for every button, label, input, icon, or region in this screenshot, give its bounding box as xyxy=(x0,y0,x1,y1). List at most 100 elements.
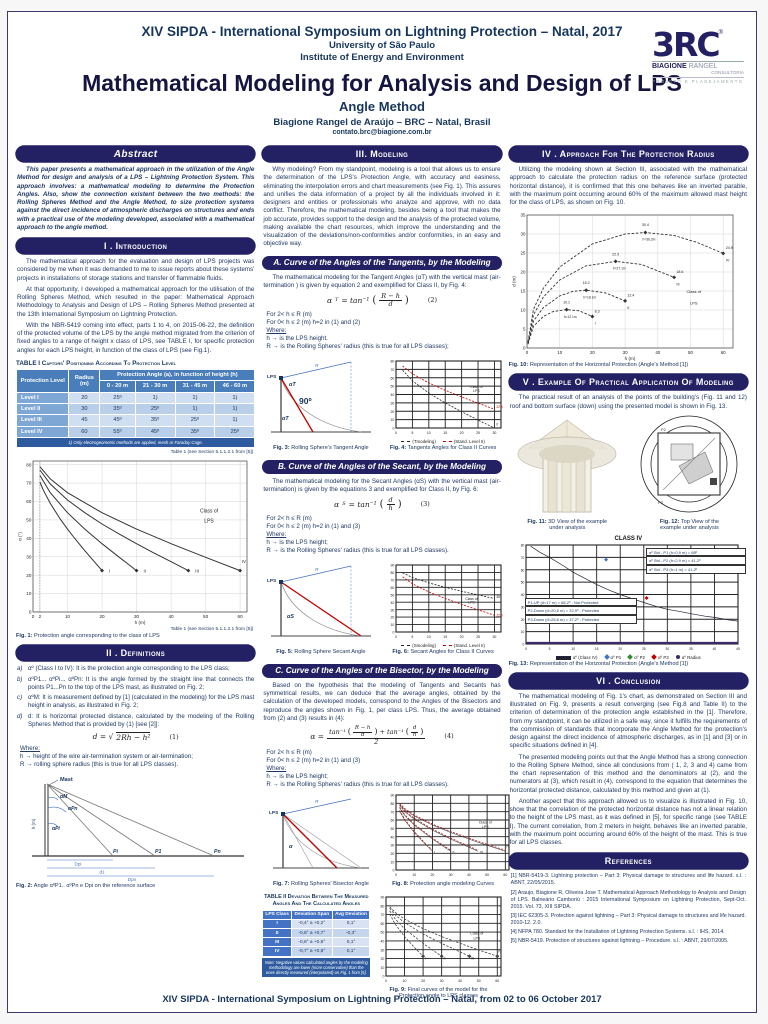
fig6-legend: (Smodeling) (Stand. Level II) xyxy=(385,643,502,648)
fig2-label-p1: P1 xyxy=(155,849,161,855)
where-label: Where: xyxy=(266,326,287,334)
svg-text:30: 30 xyxy=(666,647,670,651)
section-introduction-header: I . Introduction xyxy=(16,238,256,254)
svg-text:10: 10 xyxy=(390,418,394,422)
svg-text:LPS: LPS xyxy=(468,600,475,604)
svg-text:20: 20 xyxy=(390,852,394,856)
fig8-caption: Fig. 8: Protection angle modeling Curves xyxy=(392,881,495,888)
svg-text:10: 10 xyxy=(572,647,576,651)
svg-text:0: 0 xyxy=(395,873,397,877)
svg-text:0: 0 xyxy=(395,635,397,639)
fig10-chart: 0 10 20 30 40 50 60 0 5 10 15 20 25 30 35 10.1 h=12.1m 15… xyxy=(512,213,734,361)
table-cell: I xyxy=(262,918,292,930)
svg-text:40: 40 xyxy=(656,350,661,355)
svg-text:LPS: LPS xyxy=(204,519,214,525)
svg-text:40: 40 xyxy=(390,601,394,605)
svg-text:18.6: 18.6 xyxy=(677,270,684,274)
fig3-label-lps: LPS xyxy=(267,374,277,380)
abstract-text: This paper presents a mathematical appro… xyxy=(17,166,255,231)
svg-text:40: 40 xyxy=(26,536,32,541)
table2: LPS Class Deviation Span Avg Deviation I… xyxy=(262,909,371,957)
svg-text:50: 50 xyxy=(477,979,481,983)
svg-text:60: 60 xyxy=(26,499,32,504)
author: Biagione Rangel de Araújo – BRC – Natal,… xyxy=(273,117,491,128)
svg-text:30: 30 xyxy=(448,873,452,877)
intro-paragraph-3: With the NBR-5419 coming into effect, pa… xyxy=(17,321,255,354)
university: University of São Paulo xyxy=(328,40,436,51)
condition-b2: For 0< h ≤ 2 (m) h=2 in (1) and (3) xyxy=(266,522,361,530)
column-middle: III. Modeling Why modeling? From my stan… xyxy=(262,140,510,1001)
svg-text:30: 30 xyxy=(390,401,394,405)
definition-item-c: c) αºM: It is measurement defined by [1] … xyxy=(17,694,255,710)
table-row: III -0,8° a +0,6° 0,1° xyxy=(262,937,371,948)
svg-text:40: 40 xyxy=(459,979,463,983)
table-cell: -0,7° a +0,8° xyxy=(290,946,333,957)
svg-text:10: 10 xyxy=(390,623,394,627)
table-cell: -0,4° a +0,2° xyxy=(290,918,333,930)
table1-header-level: Protection Level xyxy=(15,368,70,393)
table-row: Level I 20 25º 1) 1) 1) xyxy=(15,391,256,404)
section-radius-text: Utilizing the modeling shown at Section … xyxy=(509,166,747,206)
svg-text:20: 20 xyxy=(459,431,463,435)
table2-header: LPS Class xyxy=(262,909,292,920)
svg-text:20: 20 xyxy=(521,618,525,622)
svg-text:15: 15 xyxy=(443,635,447,639)
where-r: R → rolling sphere radius (this is true … xyxy=(20,760,179,768)
where-r: R → is the Rolling Spheres' radius (this… xyxy=(266,546,449,554)
fig5-label-alpha-s: αS xyxy=(287,614,294,620)
fig3-label-alpha-t2: αT xyxy=(282,416,289,422)
table-cell: 45º xyxy=(99,414,136,427)
svg-text:35: 35 xyxy=(689,647,693,651)
svg-text:50: 50 xyxy=(688,350,693,355)
svg-text:0: 0 xyxy=(392,630,394,634)
fig7-label-r: R xyxy=(315,799,319,805)
svg-text:60: 60 xyxy=(381,922,385,926)
reference-item: [2] Araujo, Biagione R, Oliveira Jose T.… xyxy=(510,889,746,910)
figure-12: P2 P3 Fig. 12: Top View of the example un… xyxy=(631,414,748,533)
table-cell: 20 xyxy=(68,391,101,404)
svg-text:10: 10 xyxy=(65,614,71,619)
conclusion-paragraph-3: Another aspect that this approach allowe… xyxy=(509,797,747,846)
purple-dot-icon xyxy=(675,654,680,659)
fig9-chart: 0 10 20 30 40 50 60 0 10 20 30 40 50 60 70 80 90 Class of… xyxy=(381,896,503,983)
fig3-tangent-diagram: LPS R 90º αT αT xyxy=(267,361,371,433)
svg-text:30: 30 xyxy=(521,605,525,609)
svg-text:15: 15 xyxy=(595,647,599,651)
table1-title: TABLE I Captors' Positioning According T… xyxy=(16,359,177,367)
svg-text:20: 20 xyxy=(521,270,526,275)
svg-text:h=12.1m: h=12.1m xyxy=(564,315,577,319)
table-cell: 1) xyxy=(214,391,256,404)
fig3-label-r: R xyxy=(315,363,319,369)
figure-4: 0 5 10 15 20 25 30 0 10 20 30 40 50 60 70 80 Class of LPS… xyxy=(385,358,503,453)
where-r: R → is the Rolling Spheres' radius (this… xyxy=(266,781,449,789)
black-dash-icon xyxy=(401,645,411,647)
svg-text:60: 60 xyxy=(237,614,243,619)
fig5-secant-diagram: LPS R αS xyxy=(267,565,371,637)
svg-text:50: 50 xyxy=(485,873,489,877)
svg-text:0: 0 xyxy=(523,642,525,646)
svg-text:h (m): h (m) xyxy=(625,356,636,361)
svg-text:Class of: Class of xyxy=(465,597,477,601)
svg-text:30: 30 xyxy=(26,555,32,560)
svg-text:III: III xyxy=(472,956,475,960)
table-row: Level III 45 45º 35º 25º 1) xyxy=(15,414,256,427)
table-cell: 55º xyxy=(99,425,136,439)
svg-text:10: 10 xyxy=(426,431,430,435)
figure-1: 0 2 10 20 30 40 50 60 0 10 20 30 40 50 60 70 80 I II III IV C… xyxy=(16,457,255,625)
svg-text:60: 60 xyxy=(390,376,394,380)
fig11-3d-view xyxy=(517,419,617,513)
section-example-header: V . Example Of Practical Application Of … xyxy=(508,374,748,391)
table-cell: -0,8° a +0,6° xyxy=(290,937,333,948)
svg-text:40: 40 xyxy=(466,873,470,877)
svg-text:10: 10 xyxy=(26,592,32,597)
svg-text:22.5: 22.5 xyxy=(496,613,502,617)
fig7-label-lps: LPS xyxy=(269,810,279,816)
figure-8: 0 10 20 30 40 50 60 0 10 20 30 40 50 60 70 80 90 Class of… xyxy=(385,792,510,889)
svg-text:25: 25 xyxy=(476,431,480,435)
svg-text:I: I xyxy=(595,322,596,326)
svg-text:50: 50 xyxy=(390,827,394,831)
condition-c2: For 0< h ≤ 2 (m) h=2 in (1) and (3) xyxy=(266,757,361,765)
svg-text:20: 20 xyxy=(381,957,385,961)
svg-text:20: 20 xyxy=(99,614,105,619)
